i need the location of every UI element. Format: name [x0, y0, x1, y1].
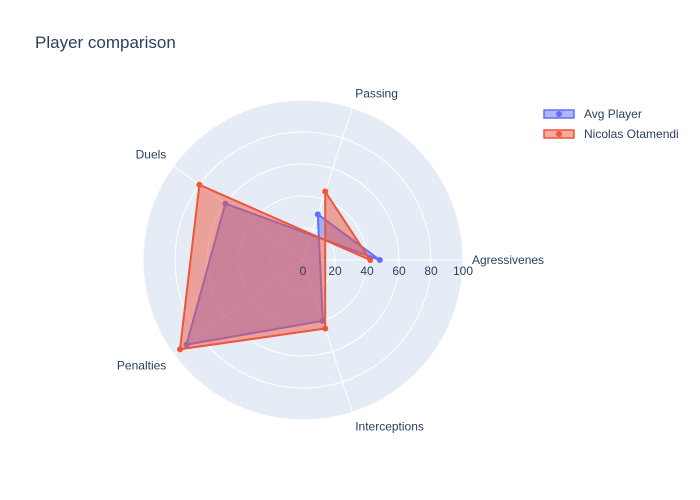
series-1-point-passing — [322, 188, 329, 195]
axis-label-interceptions: Interceptions — [355, 420, 424, 434]
axis-label-agressivenes: Agressivenes — [472, 253, 544, 267]
legend-swatch-graphic-0 — [543, 109, 575, 119]
series-1-point-interceptions — [322, 325, 329, 332]
legend-swatch-avg-player — [540, 107, 578, 121]
series-area-1 — [179, 183, 372, 351]
axis-label-duels: Duels — [136, 148, 167, 162]
radial-tick-label-40: 40 — [360, 264, 374, 278]
axis-label-penalties: Penalties — [117, 358, 166, 372]
legend-item-avg-player[interactable]: Avg Player — [540, 104, 679, 124]
chart-title: Player comparison — [35, 33, 176, 52]
series-1-point-penalties — [177, 346, 184, 353]
radial-tick-label-80: 80 — [424, 264, 438, 278]
series-0-point-passing — [314, 211, 321, 218]
radial-tick-label-60: 60 — [392, 264, 406, 278]
series-1-point-duels — [196, 181, 203, 188]
legend-swatch-nicolas-otamendi — [540, 127, 578, 141]
legend-label-nicolas-otamendi: Nicolas Otamendi — [584, 127, 679, 141]
legend-label-avg-player: Avg Player — [584, 107, 642, 121]
legend-swatch-graphic-1 — [543, 129, 575, 139]
radial-tick-label-100: 100 — [453, 264, 473, 278]
series-0-point-agressivenes — [376, 257, 383, 263]
series-1-point-agressivenes — [367, 257, 374, 263]
legend: Avg Player Nicolas Otamendi — [540, 104, 679, 144]
legend-item-nicolas-otamendi[interactable]: Nicolas Otamendi — [540, 124, 679, 144]
radial-tick-label-0: 0 — [300, 264, 307, 278]
radial-tick-label-20: 20 — [328, 264, 342, 278]
axis-label-passing: Passing — [355, 86, 398, 100]
